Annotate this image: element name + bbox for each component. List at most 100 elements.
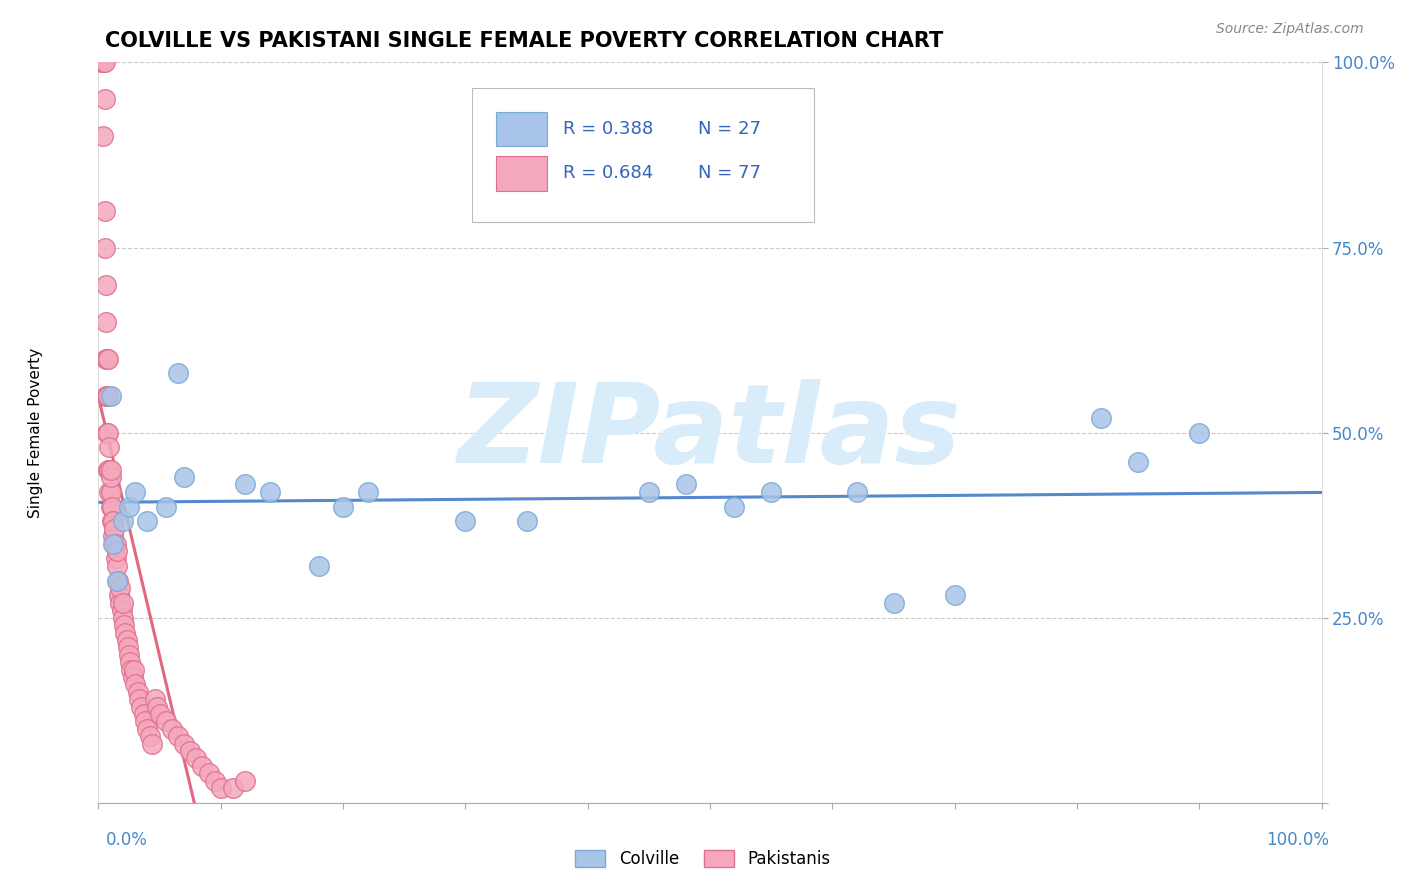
Point <box>103 522 125 536</box>
Legend: Colville, Pakistanis: Colville, Pakistanis <box>569 843 837 875</box>
Text: R = 0.684: R = 0.684 <box>564 164 654 183</box>
Point <box>637 484 661 499</box>
Point <box>101 529 124 543</box>
Point <box>454 515 477 529</box>
FancyBboxPatch shape <box>496 156 547 191</box>
Point <box>120 655 142 669</box>
Point <box>675 477 697 491</box>
Point <box>155 714 177 729</box>
Point <box>118 500 141 514</box>
Point <box>173 737 195 751</box>
Point <box>97 388 120 402</box>
Text: 0.0%: 0.0% <box>105 831 148 849</box>
Point <box>141 737 163 751</box>
Point <box>883 596 905 610</box>
Point <box>105 574 128 588</box>
FancyBboxPatch shape <box>496 112 547 146</box>
Point <box>118 648 141 662</box>
Point <box>91 55 114 70</box>
Point <box>108 589 131 603</box>
Point <box>233 773 256 788</box>
Point <box>111 610 134 624</box>
Point <box>259 484 281 499</box>
Point <box>723 500 745 514</box>
Point <box>120 663 142 677</box>
Point <box>117 640 139 655</box>
Point <box>129 699 152 714</box>
Point <box>110 596 132 610</box>
Point <box>96 425 118 440</box>
FancyBboxPatch shape <box>471 88 814 221</box>
Point <box>93 240 115 255</box>
Point <box>332 500 354 514</box>
Point <box>167 729 190 743</box>
Text: COLVILLE VS PAKISTANI SINGLE FEMALE POVERTY CORRELATION CHART: COLVILLE VS PAKISTANI SINGLE FEMALE POVE… <box>105 31 943 51</box>
Point <box>100 470 122 484</box>
Point <box>94 351 117 366</box>
Point <box>100 462 122 476</box>
Text: R = 0.388: R = 0.388 <box>564 120 654 138</box>
Point <box>100 388 122 402</box>
Point <box>98 484 121 499</box>
Point <box>143 692 166 706</box>
Point <box>93 92 115 106</box>
Point <box>105 544 128 558</box>
Point <box>115 632 138 647</box>
Text: Source: ZipAtlas.com: Source: ZipAtlas.com <box>1216 22 1364 37</box>
Point <box>124 484 146 499</box>
Point <box>173 470 195 484</box>
Point <box>233 477 256 491</box>
Text: ZIPatlas: ZIPatlas <box>458 379 962 486</box>
Point <box>122 663 145 677</box>
Point <box>761 484 783 499</box>
Point <box>91 55 114 70</box>
Point <box>110 581 132 595</box>
Point <box>204 773 226 788</box>
Point <box>516 515 538 529</box>
Point <box>111 596 134 610</box>
Point <box>943 589 966 603</box>
Y-axis label: Single Female Poverty: Single Female Poverty <box>28 348 42 517</box>
Point <box>132 706 155 721</box>
Point <box>101 500 124 514</box>
Point <box>105 558 128 573</box>
Point <box>100 500 122 514</box>
Point <box>160 722 183 736</box>
Point <box>101 515 124 529</box>
Point <box>1188 425 1211 440</box>
Point <box>845 484 868 499</box>
Point <box>146 699 169 714</box>
Point <box>100 484 122 499</box>
Point <box>124 677 146 691</box>
Point <box>222 780 245 795</box>
Point <box>94 388 117 402</box>
Point <box>167 367 190 381</box>
Point <box>101 536 124 550</box>
Point <box>134 714 156 729</box>
Point <box>98 462 121 476</box>
Point <box>136 722 159 736</box>
Point <box>91 129 114 144</box>
Point <box>107 574 129 588</box>
Point <box>96 388 118 402</box>
Point <box>97 425 120 440</box>
Point <box>197 766 219 780</box>
Point <box>97 351 120 366</box>
Point <box>112 618 135 632</box>
Point <box>1090 410 1112 425</box>
Point <box>94 277 117 292</box>
Text: N = 77: N = 77 <box>697 164 761 183</box>
Text: 100.0%: 100.0% <box>1265 831 1329 849</box>
Point <box>91 55 114 70</box>
Text: N = 27: N = 27 <box>697 120 761 138</box>
Point <box>96 351 118 366</box>
Point <box>179 744 201 758</box>
Point <box>101 515 124 529</box>
Point <box>155 500 177 514</box>
Point <box>308 558 330 573</box>
Point <box>149 706 172 721</box>
Point <box>91 55 114 70</box>
Point <box>97 462 120 476</box>
Point <box>186 751 208 765</box>
Point <box>93 203 115 218</box>
